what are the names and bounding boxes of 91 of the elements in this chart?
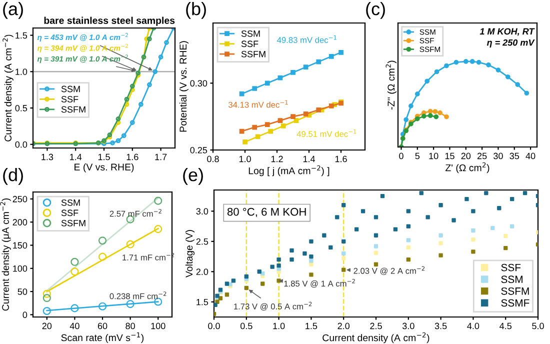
y-tick-label: 2.5 [196, 238, 208, 245]
x-tick-label: 20 [42, 322, 52, 330]
legend-label: SSF [61, 210, 78, 216]
y-tick-label: 0.0 [15, 141, 28, 148]
x-tick-label: 15 [445, 152, 454, 160]
text: (e) [183, 168, 203, 185]
text: 1 M KOH, RT [480, 28, 535, 36]
legend-label: SSF [501, 264, 521, 272]
y-tick-label: 50 [18, 288, 28, 295]
x-axis-title: Current density (A cm$^{−2}$) [322, 332, 430, 344]
x-tick-label: 0.0 [208, 322, 220, 330]
y-tick-label: 1.0 [16, 68, 28, 75]
x-tick-label: 1.2 [271, 156, 283, 162]
y-tick-label: 3.0 [196, 208, 208, 215]
y-axis-title: Current density (μA cm$^{−2}$) [0, 198, 11, 311]
x-tick-label: 1.6 [335, 156, 347, 162]
y-tick-label: 200 [12, 219, 28, 226]
legend-label: SSF [241, 40, 258, 48]
y-tick-label: 1.5 [16, 32, 28, 39]
x-tick-label: 100 [151, 322, 166, 330]
x-tick-label: 1.6 [126, 154, 138, 160]
annotation: 49.51 mV dec$^{−1}$ [296, 129, 356, 137]
x-axis-title: Z' (Ω cm$^{2}$) [445, 162, 490, 174]
x-tick-label: 25 [477, 152, 487, 160]
x-tick-label: 3.5 [434, 322, 447, 330]
text: (d) [3, 168, 23, 185]
legend-label: SSFM [61, 220, 86, 226]
y-tick-label: 0.25 [190, 146, 208, 154]
y-axis-title: Voltage (V) [185, 230, 195, 278]
x-tick-label: 20 [461, 152, 471, 160]
x-tick-label: 60 [98, 322, 108, 330]
x-tick-label: 80 [126, 322, 135, 330]
x-tick-label: 10 [429, 152, 438, 160]
annotation: 2.57 mF cm$^{−2}$ [110, 209, 162, 217]
x-tick-label: 4.5 [500, 322, 512, 330]
y-tick-label: 0.5 [15, 104, 28, 112]
y-axis-title: Current density (A cm$^{−2}$) [2, 34, 14, 142]
annotation: 49.83 mV dec$^{−1}$ [277, 35, 336, 43]
annotation: 34.13 mV dec$^{−1}$ [228, 100, 288, 108]
legend-label: SSMF [501, 299, 530, 307]
y-tick-label: 1.5 [196, 298, 208, 306]
y-tick-label: 150 [13, 242, 28, 249]
legend-label: SSM [61, 86, 80, 92]
text: η = 250 mV [486, 39, 535, 48]
x-axis-title: Log [ j (mA cm$^{−2}$) ] [248, 165, 330, 176]
x-tick-label: 3.0 [402, 322, 414, 330]
legend-label: SSFM [61, 106, 86, 113]
legend-label: SSM [501, 276, 522, 284]
y-tick-label: 0 [22, 312, 28, 318]
x-tick-label: 1.4 [303, 156, 316, 162]
y-tick-label: 250 [12, 196, 28, 202]
legend-label: SSM [241, 30, 260, 37]
x-tick-label: 1.0 [239, 156, 251, 162]
x-tick-label: 40 [526, 152, 536, 160]
x-axis-title: Scan rate (mV s$^{−1}$) [61, 332, 144, 344]
legend-label: SSFM [241, 50, 266, 58]
x-tick-label: 0 [399, 152, 404, 160]
x-tick-label: 1.5 [306, 322, 318, 330]
legend-label: SSF [61, 96, 78, 102]
x-tick-label: 30 [494, 152, 503, 160]
annotation: 80 °C, 6 M KOH [227, 208, 306, 218]
text: (a) [3, 2, 23, 19]
x-tick-label: 1.5 [98, 154, 110, 160]
y-axis-title: Potential (V vs. RHE) [179, 41, 188, 132]
x-tick-label: 5.0 [532, 322, 544, 330]
x-tick-label: 0.5 [240, 322, 252, 330]
y-axis-title: -Z'' (Ω cm$^{2}$) [386, 60, 397, 110]
x-tick-label: 1.4 [70, 154, 82, 160]
x-tick-label: 40 [70, 322, 80, 330]
x-tick-label: 0.8 [207, 156, 219, 162]
x-tick-label: 2.5 [370, 322, 382, 330]
x-tick-label: 1.7 [155, 154, 167, 160]
y-tick-label: 100 [13, 265, 28, 272]
legend-label: SSM [61, 199, 80, 206]
x-tick-label: 35 [510, 152, 520, 160]
annotation: 1.85 V @ 1 A cm$^{−2}$ [284, 278, 355, 288]
annotation: 1.73 V @ 0.5 A cm$^{−2}$ [234, 302, 312, 310]
x-tick-label: 1.3 [42, 154, 54, 160]
chart-title: bare stainless steel samples [44, 16, 175, 26]
text: (b) [186, 2, 206, 19]
annotation: 0.238 mF cm$^{−2}$ [110, 292, 166, 300]
y-tick-label: 0.30 [190, 80, 208, 87]
annotation: 2.03 V @ 2 A cm$^{−2}$ [354, 266, 425, 275]
legend-label: SSFM [501, 287, 529, 295]
x-tick-label: 2.0 [338, 322, 350, 330]
x-tick-label: 1.0 [273, 322, 285, 330]
x-tick-label: 5 [415, 152, 420, 160]
text: (c) [366, 2, 385, 19]
x-axis-title: E (V vs. RHE) [74, 163, 134, 172]
y-tick-label: 2.0 [196, 268, 208, 276]
x-tick-label: 4.0 [467, 322, 480, 330]
